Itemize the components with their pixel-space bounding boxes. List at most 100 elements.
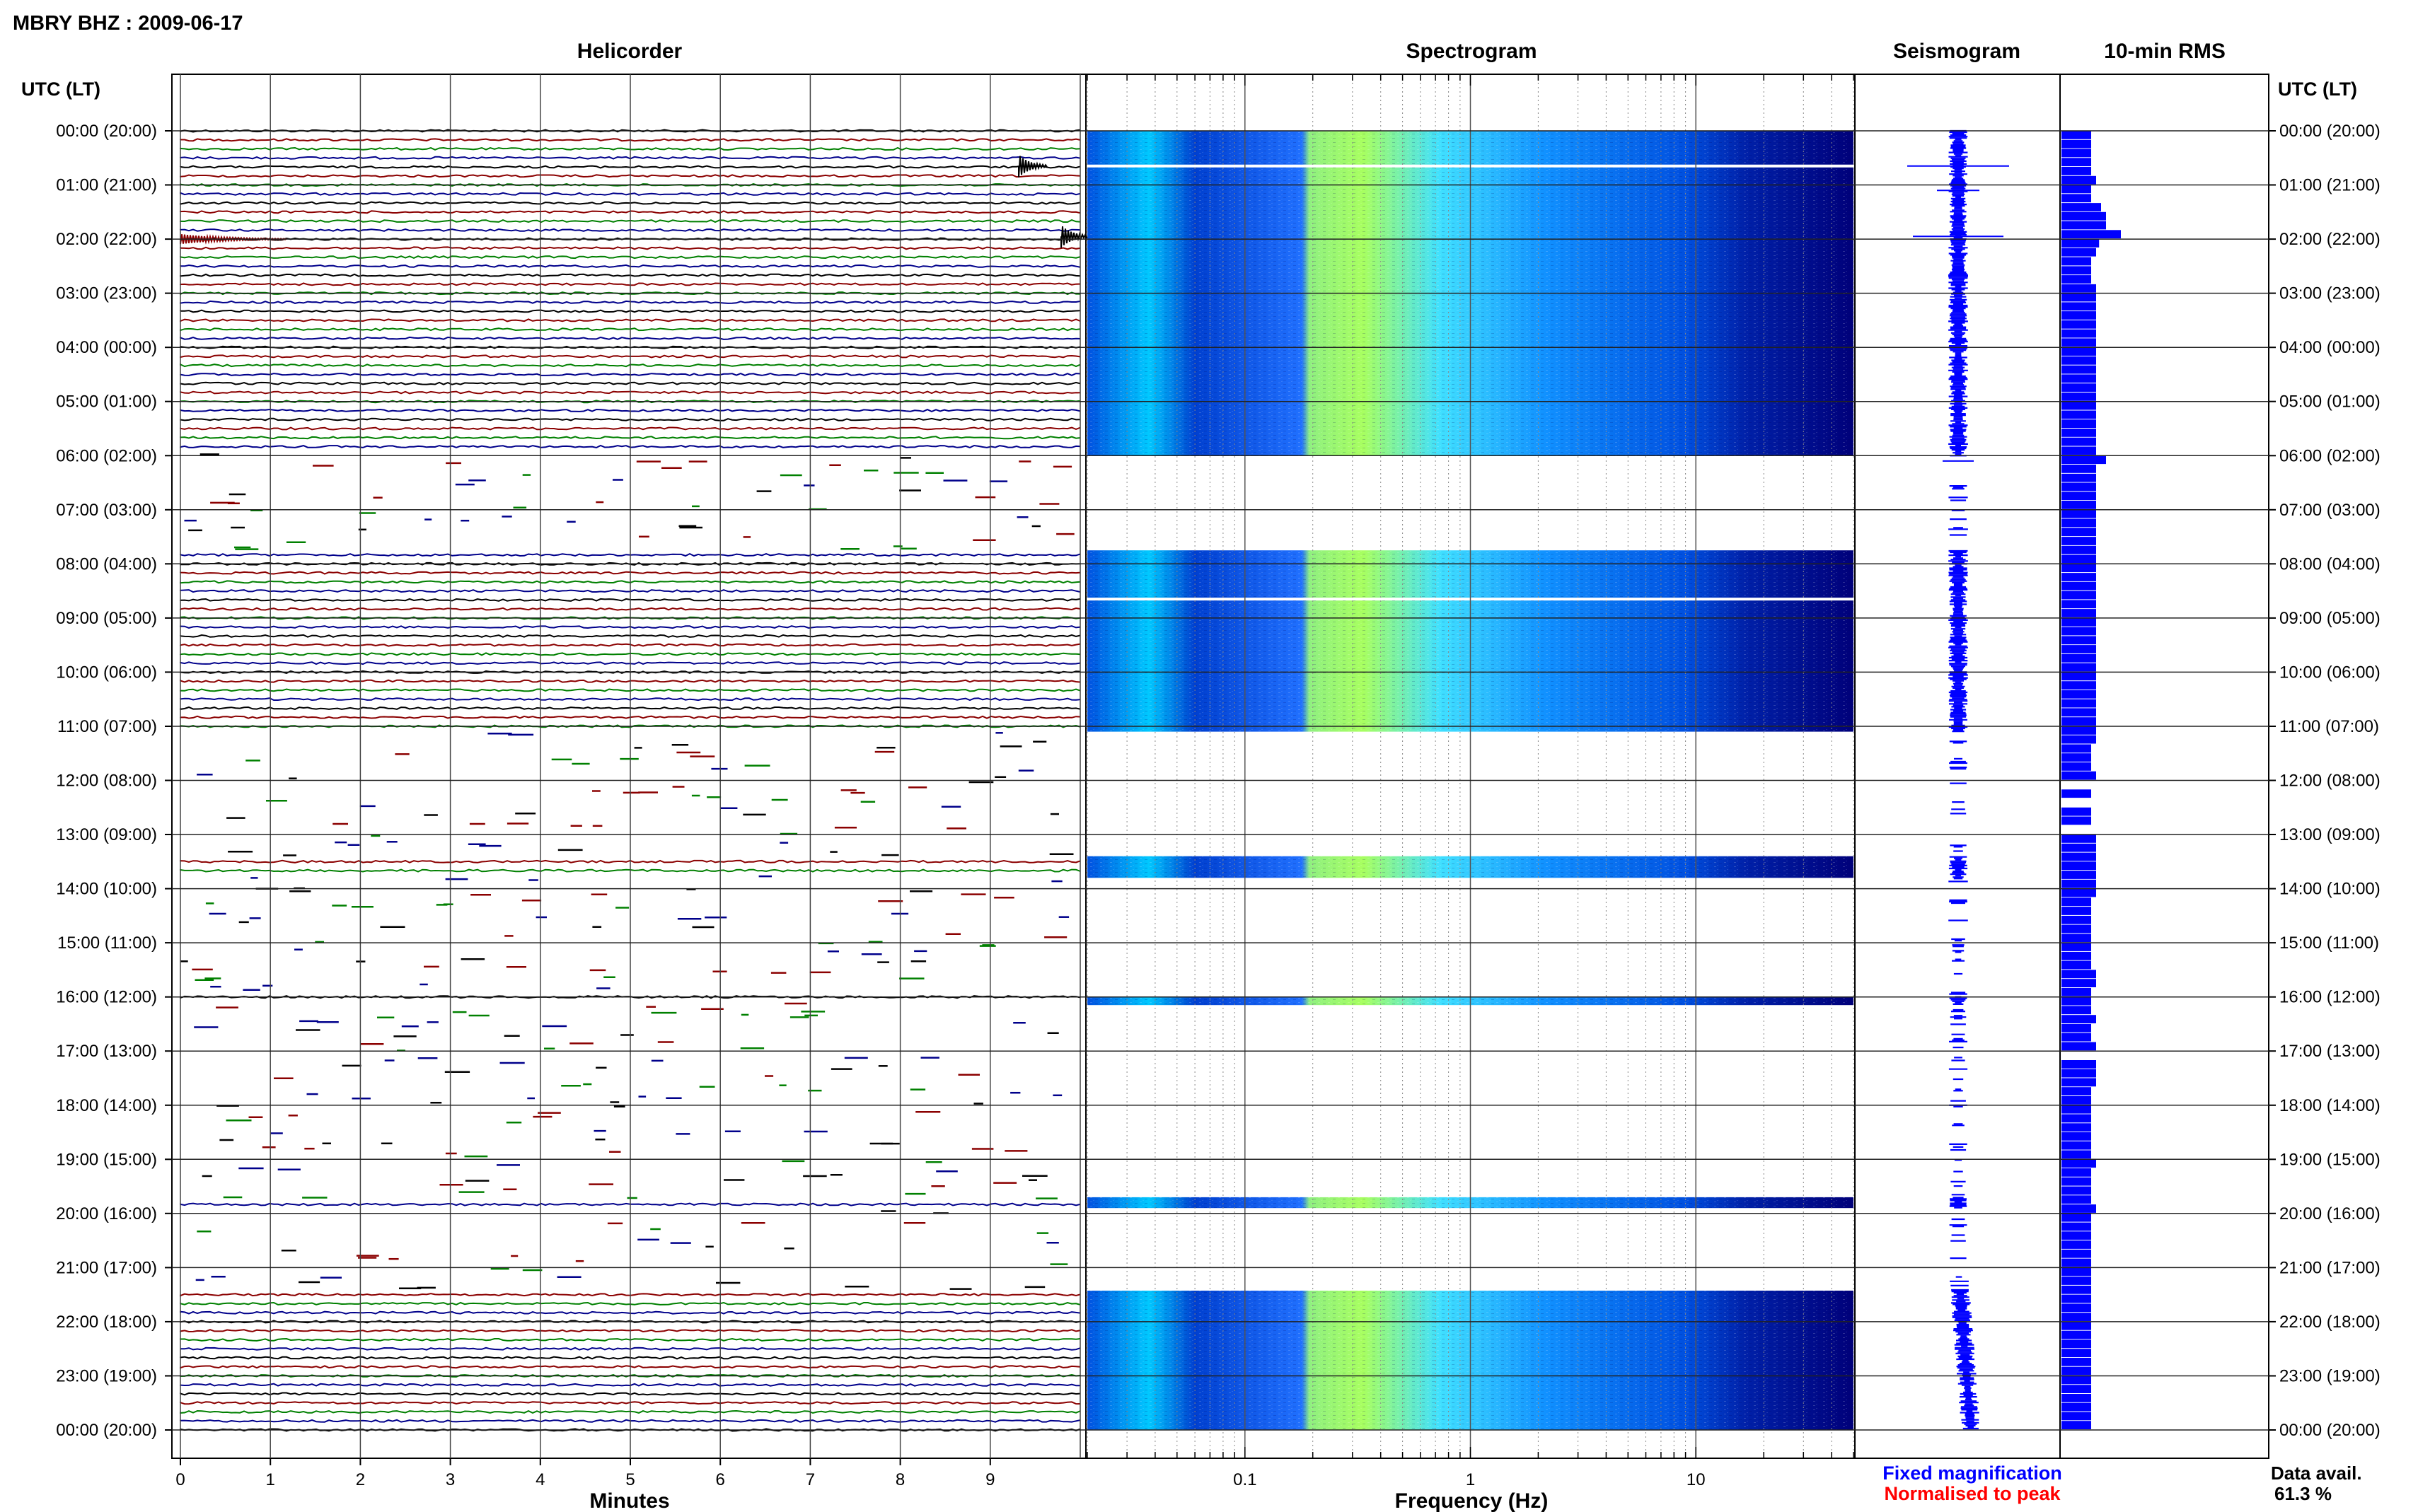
rms-bars — [2061, 131, 2121, 1429]
rms-bar — [2061, 293, 2096, 302]
rms-bar — [2061, 302, 2096, 311]
spectrogram-x-axis: 0.1 1 10 — [1233, 1470, 1705, 1489]
helicorder-x-tick-label: 7 — [806, 1470, 815, 1489]
rms-bar — [2061, 951, 2091, 960]
time-label-right: 11:00 (07:00) — [2279, 717, 2379, 736]
rms-bar — [2061, 1186, 2091, 1195]
rms-bar — [2061, 924, 2091, 934]
time-label-right: 09:00 (05:00) — [2279, 609, 2381, 628]
rms-bar — [2061, 970, 2096, 979]
time-label-left: 01:00 (21:00) — [56, 176, 157, 195]
helicorder-trace-line — [180, 444, 1081, 449]
helicorder-trace-line — [180, 679, 1081, 683]
rms-bar — [2061, 528, 2096, 537]
rms-bar — [2061, 852, 2096, 861]
helicorder-title: Helicorder — [577, 40, 683, 63]
helicorder-trace-line — [180, 580, 1081, 584]
time-label-right: 14:00 (10:00) — [2279, 880, 2381, 899]
helicorder-trace-line — [180, 273, 1081, 277]
time-label-right: 00:00 (20:00) — [2279, 122, 2381, 141]
helicorder-trace-line — [180, 1401, 1081, 1405]
time-label-left: 19:00 (15:00) — [56, 1150, 157, 1169]
time-labels-right: 00:00 (20:00) 01:00 (21:00) 02:00 (22:00) 0… — [2279, 122, 2381, 1440]
rms-bar — [2061, 609, 2096, 617]
rms-bar — [2061, 554, 2096, 564]
rms-bar — [2061, 374, 2096, 383]
rms-bar — [2061, 1006, 2091, 1015]
rms-bar — [2061, 1376, 2091, 1385]
time-label-left: 23:00 (19:00) — [56, 1367, 157, 1386]
time-label-right: 08:00 (04:00) — [2279, 554, 2381, 574]
rms-bar — [2061, 158, 2091, 167]
time-label-left: 00:00 (20:00) — [56, 122, 157, 141]
rms-bar — [2061, 284, 2096, 293]
rms-bar — [2061, 257, 2091, 266]
rms-bar — [2061, 672, 2096, 681]
rms-bar — [2061, 1330, 2091, 1339]
helicorder-x-tick-label: 0 — [175, 1470, 185, 1489]
helicorder-trace-line — [180, 228, 1081, 232]
helicorder-trace-line — [180, 1383, 1080, 1387]
rms-bar — [2061, 1412, 2091, 1421]
helicorder-trace-line — [180, 598, 1081, 602]
rms-bar — [2061, 663, 2096, 672]
rms-bar — [2061, 627, 2096, 636]
helicorder-trace-line — [180, 1409, 1081, 1414]
rms-bar — [2061, 1321, 2091, 1330]
time-label-left: 21:00 (17:00) — [56, 1258, 157, 1277]
time-label-right: 07:00 (03:00) — [2279, 501, 2381, 520]
helicorder-trace-line — [180, 165, 1081, 169]
rms-bar — [2061, 347, 2096, 356]
helicorder-trace-line — [180, 1356, 1081, 1360]
time-label-left: 13:00 (09:00) — [56, 825, 157, 844]
time-label-left: 16:00 (12:00) — [56, 988, 157, 1007]
rms-bar — [2061, 1105, 2091, 1114]
rms-bar — [2061, 915, 2091, 924]
rms-bar — [2061, 465, 2096, 473]
helicorder-x-tick-label: 3 — [446, 1470, 455, 1489]
rms-bar — [2061, 771, 2096, 780]
helicorder-event — [1060, 226, 1090, 248]
helicorder-trace-line — [180, 1419, 1081, 1423]
helicorder-trace-line — [180, 697, 1081, 702]
rms-bar — [2061, 1222, 2091, 1231]
rms-bar — [2061, 1394, 2091, 1402]
helicorder-trace-line — [180, 571, 1081, 575]
time-label-right: 03:00 (23:00) — [2279, 284, 2381, 303]
spectrogram-title: Spectrogram — [1406, 40, 1537, 63]
rms-bar — [2061, 1294, 2091, 1303]
helicorder-trace-line — [180, 1301, 1081, 1305]
rms-bar — [2061, 1267, 2091, 1277]
rms-bar — [2061, 943, 2091, 951]
rms-bar — [2061, 239, 2100, 248]
rms-bar — [2061, 960, 2091, 970]
time-label-right: 15:00 (11:00) — [2279, 934, 2379, 953]
rms-bar — [2061, 591, 2096, 600]
rms-bar — [2061, 653, 2096, 663]
rms-bar — [2061, 888, 2096, 897]
time-label-left: 18:00 (14:00) — [56, 1096, 157, 1115]
rms-bar — [2061, 816, 2091, 825]
helicorder-trace-line — [180, 219, 1081, 223]
rms-bar — [2061, 726, 2096, 735]
rms-bar — [2061, 429, 2096, 437]
rms-bar — [2061, 1204, 2096, 1213]
rms-bar — [2061, 545, 2096, 554]
rms-bar — [2061, 1042, 2096, 1051]
helicorder-frame — [171, 74, 1087, 1459]
data-avail-value: 61.3 % — [2274, 1483, 2332, 1504]
rms-bar — [2061, 1277, 2091, 1285]
rms-bar — [2061, 581, 2096, 591]
rms-bar — [2061, 753, 2091, 762]
rms-bar — [2061, 175, 2096, 185]
rms-bar — [2061, 1096, 2091, 1105]
time-label-left: 17:00 (13:00) — [56, 1042, 157, 1061]
hour-gridlines — [165, 130, 2276, 1431]
rms-bar — [2061, 600, 2096, 609]
helicorder-trace-line — [180, 417, 1081, 421]
rms-bar — [2061, 681, 2096, 690]
rms-bar — [2061, 861, 2096, 871]
rms-bar — [2061, 1087, 2091, 1095]
helicorder-trace-line — [180, 138, 1081, 142]
rms-bar — [2061, 789, 2091, 798]
